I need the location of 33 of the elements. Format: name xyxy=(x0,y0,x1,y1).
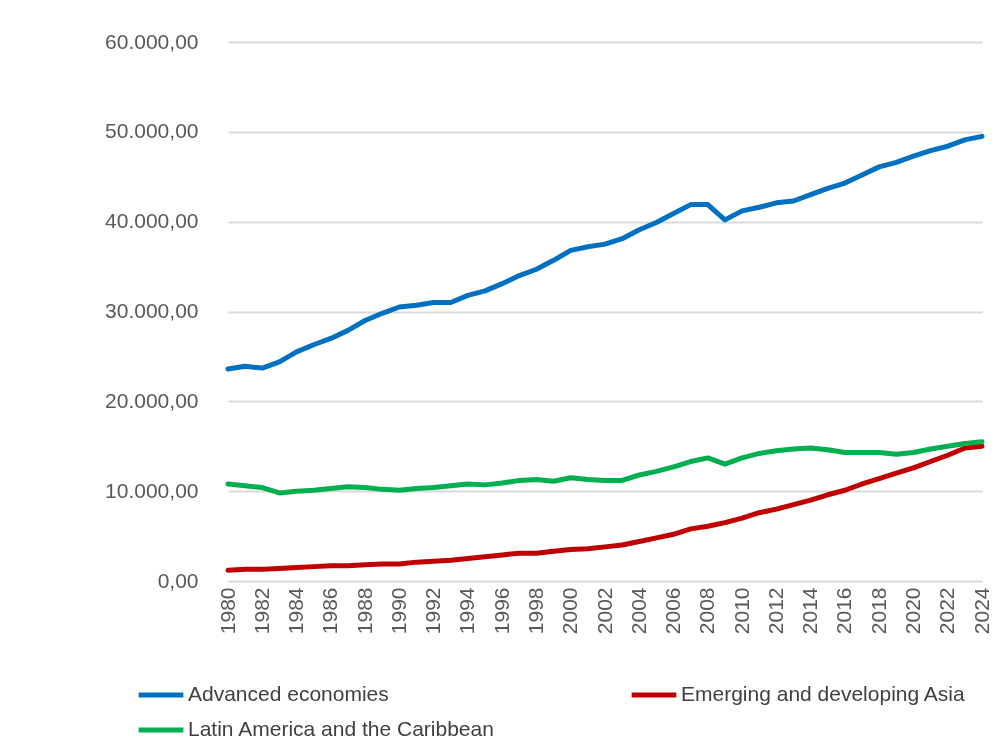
x-tick-label: 1988 xyxy=(352,587,376,635)
x-tick-label: 1998 xyxy=(523,587,547,635)
x-tick-label: 2018 xyxy=(866,587,890,635)
y-tick-label: 50.000,00 xyxy=(105,119,199,143)
x-tick-label: 1992 xyxy=(421,587,445,635)
legend-label: Advanced economies xyxy=(188,682,389,705)
x-tick-label: 2014 xyxy=(798,587,822,635)
x-tick-label: 2004 xyxy=(626,587,650,635)
x-tick-label: 2008 xyxy=(695,587,719,635)
y-tick-label: 40.000,00 xyxy=(105,209,199,233)
x-tick-label: 2020 xyxy=(900,587,924,635)
y-tick-label: 30.000,00 xyxy=(105,299,199,322)
x-tick-label: 2002 xyxy=(592,587,616,635)
legend-label: Latin America and the Caribbean xyxy=(188,717,494,740)
x-tick-label: 1986 xyxy=(318,587,342,635)
x-tick-label: 2024 xyxy=(969,587,993,635)
x-tick-label: 1994 xyxy=(455,587,479,635)
x-tick-label: 2022 xyxy=(935,587,959,635)
x-tick-label: 2010 xyxy=(729,587,753,635)
x-tick-label: 1996 xyxy=(489,587,513,635)
x-tick-label: 1980 xyxy=(215,587,239,635)
y-tick-label: 60.000,00 xyxy=(105,29,199,53)
x-tick-label: 2006 xyxy=(661,587,685,635)
x-tick-label: 1984 xyxy=(284,587,308,635)
y-tick-label: 20.000,00 xyxy=(105,388,199,412)
x-tick-label: 1990 xyxy=(386,587,410,635)
x-tick-label: 2016 xyxy=(832,587,856,635)
x-tick-label: 2000 xyxy=(558,587,582,635)
legend-label: Emerging and developing Asia xyxy=(681,682,966,705)
x-tick-label: 1982 xyxy=(249,587,273,635)
y-tick-label: 10.000,00 xyxy=(105,478,199,502)
x-tick-label: 2012 xyxy=(763,587,787,635)
y-tick-label: 0,00 xyxy=(157,568,199,592)
